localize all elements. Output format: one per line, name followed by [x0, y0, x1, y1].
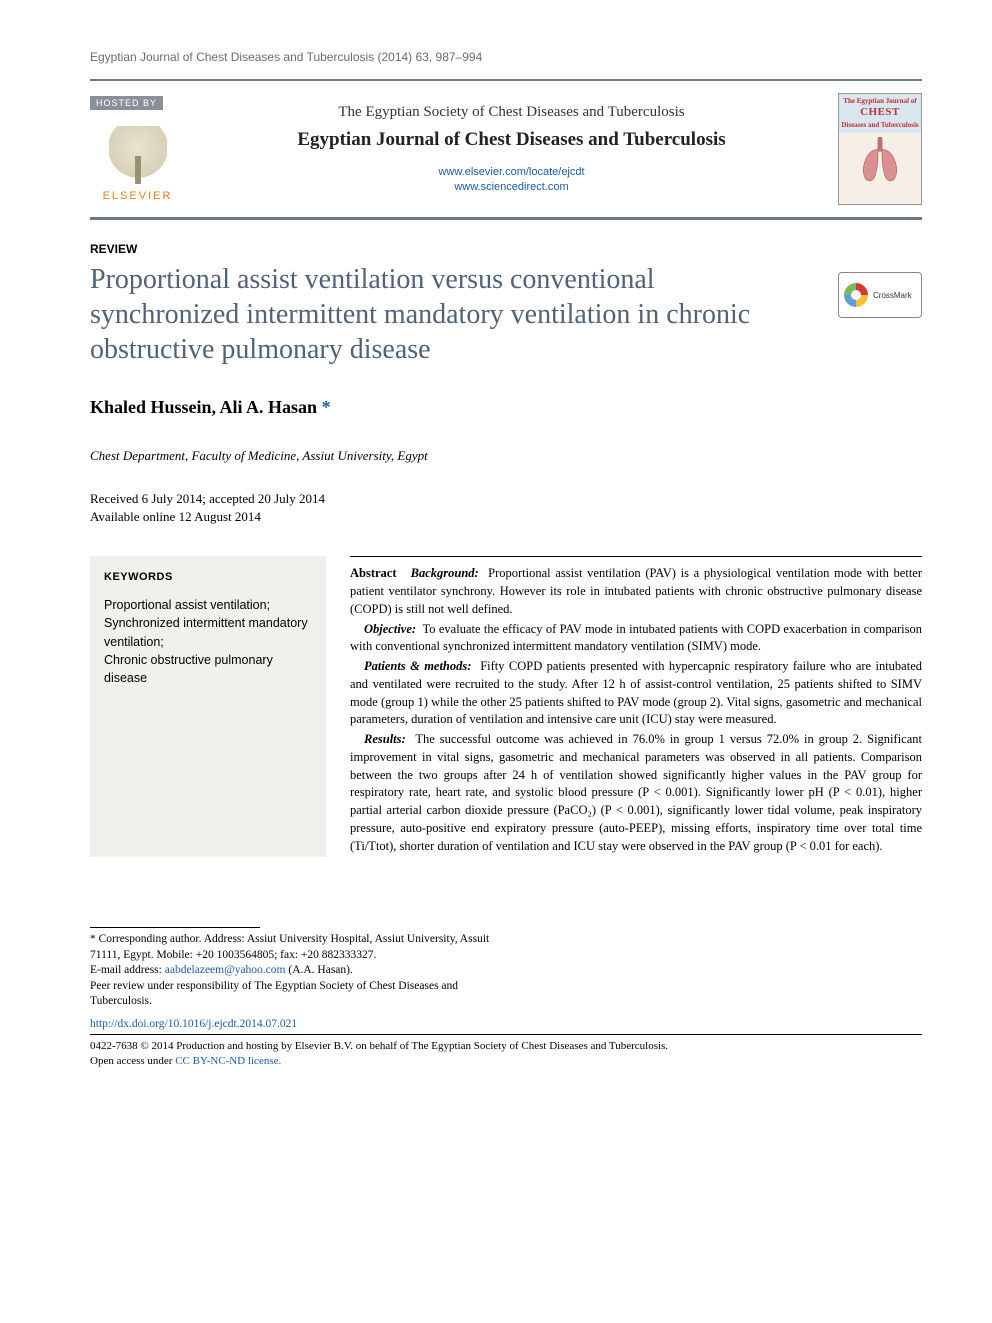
- copyright-block: 0422-7638 © 2014 Production and hosting …: [90, 1039, 922, 1069]
- available-online: Available online 12 August 2014: [90, 509, 261, 524]
- article-dates: Received 6 July 2014; accepted 20 July 2…: [90, 490, 922, 526]
- copyright-rule: [90, 1034, 922, 1035]
- journal-title-block: The Egyptian Society of Chest Diseases a…: [203, 104, 820, 195]
- copyright-text: 0422-7638 © 2014 Production and hosting …: [90, 1040, 668, 1052]
- cover-small-text: The Egyptian Journal of: [843, 98, 916, 106]
- journal-header: HOSTED BY ELSEVIER The Egyptian Society …: [90, 79, 922, 220]
- elsevier-tree-icon: [109, 126, 167, 188]
- abstract-label: Abstract: [350, 566, 397, 580]
- doi-line: http://dx.doi.org/10.1016/j.ejcdt.2014.0…: [90, 1018, 922, 1030]
- hosted-by-badge: HOSTED BY: [90, 96, 163, 110]
- email-label: E-mail address:: [90, 964, 162, 976]
- running-head: Egyptian Journal of Chest Diseases and T…: [90, 50, 922, 64]
- keywords-heading: KEYWORDS: [104, 570, 312, 586]
- journal-link-1[interactable]: www.elsevier.com/locate/ejcdt: [438, 166, 584, 178]
- journal-links: www.elsevier.com/locate/ejcdt www.scienc…: [203, 165, 820, 195]
- footnote-rule: [90, 927, 260, 928]
- journal-name: Egyptian Journal of Chest Diseases and T…: [203, 129, 820, 151]
- results-text: The successful outcome was achieved in 7…: [350, 732, 922, 853]
- affiliation: Chest Department, Faculty of Medicine, A…: [90, 448, 922, 464]
- elsevier-wordmark: ELSEVIER: [103, 190, 173, 202]
- results-label: Results:: [364, 732, 406, 746]
- keywords-list: Proportional assist ventilation; Synchro…: [104, 596, 312, 687]
- crossmark-badge[interactable]: CrossMark: [838, 272, 922, 318]
- authors: Khaled Hussein, Ali A. Hasan *: [90, 397, 922, 418]
- objective-text: To evaluate the efficacy of PAV mode in …: [350, 622, 922, 654]
- author-names: Khaled Hussein, Ali A. Hasan: [90, 397, 317, 417]
- journal-link-2[interactable]: www.sciencedirect.com: [454, 181, 568, 193]
- cover-sub-text: Diseases and Tuberculosis: [841, 122, 918, 130]
- open-access-prefix: Open access under: [90, 1055, 175, 1067]
- corresponding-author: * Corresponding author. Address: Assiut …: [90, 932, 510, 963]
- lung-icon: [859, 137, 901, 185]
- journal-cover-thumbnail: The Egyptian Journal of CHEST Diseases a…: [838, 93, 922, 205]
- keywords-box: KEYWORDS Proportional assist ventilation…: [90, 556, 326, 857]
- society-name: The Egyptian Society of Chest Diseases a…: [203, 104, 820, 121]
- methods-label: Patients & methods:: [364, 659, 471, 673]
- author-email-link[interactable]: aabdelazeem@yahoo.com: [165, 964, 286, 976]
- abstract: Abstract Background: Proportional assist…: [350, 556, 922, 857]
- cover-chest-text: CHEST: [860, 106, 900, 118]
- doi-link[interactable]: http://dx.doi.org/10.1016/j.ejcdt.2014.0…: [90, 1018, 297, 1030]
- elsevier-logo: ELSEVIER: [99, 114, 177, 202]
- objective-label: Objective:: [364, 622, 416, 636]
- article-type: REVIEW: [90, 242, 922, 256]
- publisher-box: HOSTED BY ELSEVIER: [90, 96, 185, 202]
- license-link[interactable]: CC BY-NC-ND license.: [175, 1055, 281, 1067]
- article-title: Proportional assist ventilation versus c…: [90, 262, 780, 367]
- background-label: Background:: [411, 566, 479, 580]
- received-accepted: Received 6 July 2014; accepted 20 July 2…: [90, 491, 325, 506]
- peer-review-note: Peer review under responsibility of The …: [90, 979, 510, 1010]
- crossmark-icon: [844, 283, 868, 307]
- crossmark-label: CrossMark: [873, 291, 912, 300]
- corresponding-star: *: [322, 397, 331, 417]
- footnotes: * Corresponding author. Address: Assiut …: [90, 932, 510, 1010]
- email-suffix: (A.A. Hasan).: [285, 964, 352, 976]
